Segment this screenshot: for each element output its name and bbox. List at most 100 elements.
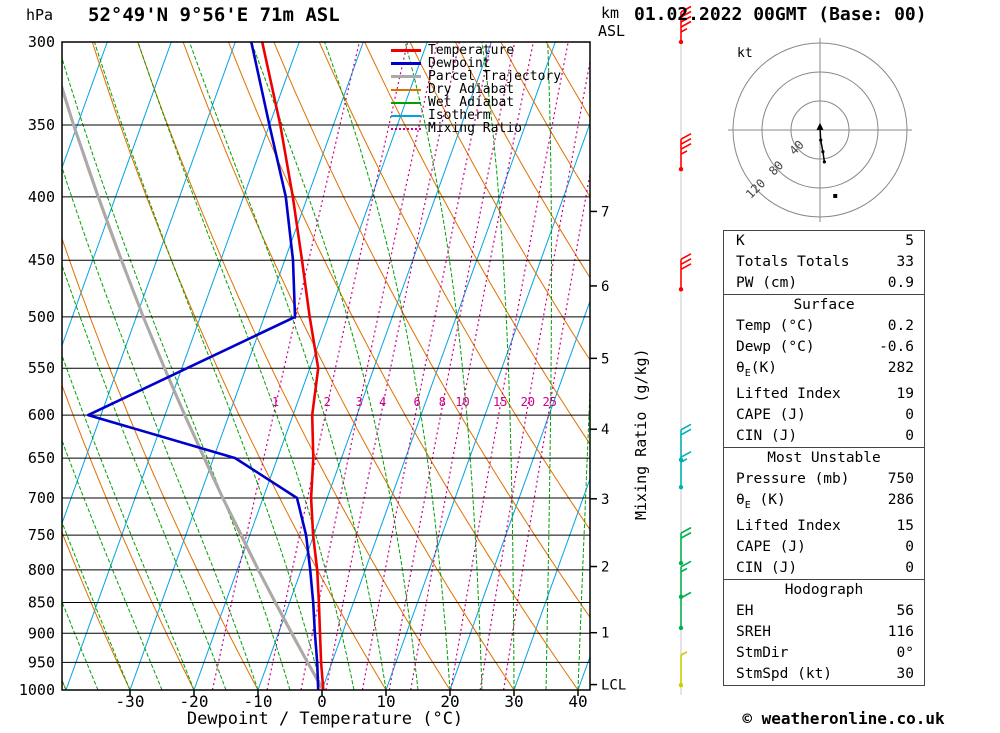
row-value: 19 [896,385,914,402]
wind-barb-column [678,5,692,695]
wind-barb [678,450,692,490]
wind-barb [678,560,692,600]
hodograph-ring [732,42,908,218]
mixing-ratio-axis-label: Mixing Ratio (g/kg) [632,348,650,520]
legend-label: Parcel Trajectory [428,69,562,84]
copyright-link[interactable]: © weatheronline.co.uk [742,709,945,728]
pressure-tick-label: 750 [28,526,55,544]
row-value: 0 [905,559,914,576]
legend-label: Dewpoint [428,56,491,71]
temperature-tick-label: -10 [244,692,273,711]
row-label: Lifted Index [736,517,841,534]
wind-barb [678,651,688,688]
legend-item: Dewpoint [391,57,561,70]
table-row: CAPE (J) 0 [724,405,924,426]
wind-barb [678,5,692,45]
table-row: StmDir 0° [724,643,924,664]
row-label: PW (cm) [736,275,798,291]
row-label: Dewp (°C) [736,339,815,355]
mixing-ratio-value-label: 8 [439,395,446,409]
isotherm-lines [62,42,590,690]
row-label: Temp (°C) [736,318,815,334]
row-label: CIN (J) [736,427,798,444]
row-value: 116 [887,623,914,640]
sounding-profiles [62,42,325,690]
pressure-tick-label: 700 [28,489,55,507]
table-row: CAPE (J) 0 [724,537,924,558]
row-value: 15 [896,517,914,534]
pressure-tick-label: 600 [28,406,55,424]
table-stability-indices: K 5 Totals Totals 33 PW (cm) 0.9 [723,230,925,295]
km-tick-label: 4 [601,422,609,438]
station-title: 52°49'N 9°56'E 71m ASL [88,4,340,26]
pressure-tick-label: 650 [28,449,55,467]
table-row: Lifted Index 15 [724,516,924,537]
table-most-unstable: Most Unstable Pressure (mb) 750 θE (K) 286 Li… [723,446,925,580]
row-label: θE (K) [736,491,786,511]
theta-e-subscript: E [744,367,751,379]
hodograph-ring-label: 40 [787,138,807,158]
mixing-ratio-value-label: 25 [542,395,556,409]
row-value: 0.2 [887,318,914,334]
temperature-tick-label: -30 [116,692,145,711]
row-label: Totals Totals [736,254,850,270]
row-value: 5 [905,233,914,249]
wind-barb [678,133,692,172]
table-surface: Surface Temp (°C) 0.2 Dewp (°C) -0.6 θE(K) 282… [723,294,925,448]
pressure-tick-label: 850 [28,594,55,612]
pressure-tick-label: 550 [28,359,55,377]
legend-label: Dry Adiabat [428,82,515,97]
table-row: SREH 116 [724,622,924,643]
row-label: SREH [736,623,771,640]
legend-item: Isotherm [391,109,561,122]
table-row: CIN (J) 0 [724,426,924,447]
row-value: 30 [896,665,914,682]
pressure-tick-label: 400 [28,188,55,206]
mixing-ratio-value-label: 3 [356,395,363,409]
hodograph-start-arrow [816,122,824,130]
table-header: Most Unstable [767,449,881,466]
mixing-ratio-value-label: 2 [324,395,331,409]
temperature-axis-label: Dewpoint / Temperature (°C) [186,709,464,729]
km-tick-label: 2 [601,560,609,576]
hodograph-trace [819,127,826,163]
temperature-profile [260,42,325,690]
km-tick-label: 3 [601,492,609,508]
theta-e-subscript: E [744,499,751,511]
pressure-tick-label: 450 [28,251,55,269]
row-value: -0.6 [879,339,914,355]
pressure-tick-label: 800 [28,561,55,579]
hodograph-storm-point [833,193,838,198]
km-asl-axis: 7 6 5 4 3 2 1 LCL [590,204,626,694]
km-tick-label: 6 [601,279,609,295]
row-value: 0 [905,406,914,423]
row-value: 0.9 [887,275,914,291]
legend-swatch [391,127,421,130]
row-label: Lifted Index [736,385,841,402]
table-row: EH 56 [724,601,924,622]
chart-legend: Temperature Dewpoint Parcel Trajectory Dry … [391,44,561,135]
mixing-ratio-value-label: 15 [493,395,507,409]
row-value: 286 [887,491,914,508]
row-value: 56 [896,602,914,619]
row-label: CAPE (J) [736,406,806,423]
legend-label: Mixing Ratio [428,121,522,136]
table-row: PW (cm) 0.9 [724,273,924,294]
legend-swatch [391,88,421,91]
mixing-ratio-value-label: 1 [272,395,279,409]
dewpoint-profile [86,42,320,690]
parcel-trajectory-profile [62,82,325,690]
legend-swatch [391,49,421,52]
legend-item: Parcel Trajectory [391,70,561,83]
row-label: θE(K) [736,360,777,379]
row-value: 0 [905,538,914,555]
pressure-tick-label: 900 [28,624,55,642]
row-value: 750 [887,470,914,487]
wind-barb [678,253,692,292]
table-row: Dewp (°C) -0.6 [724,337,924,358]
temperature-tick-label: 20 [440,692,459,711]
table-row: θE(K) 282 [724,358,924,384]
